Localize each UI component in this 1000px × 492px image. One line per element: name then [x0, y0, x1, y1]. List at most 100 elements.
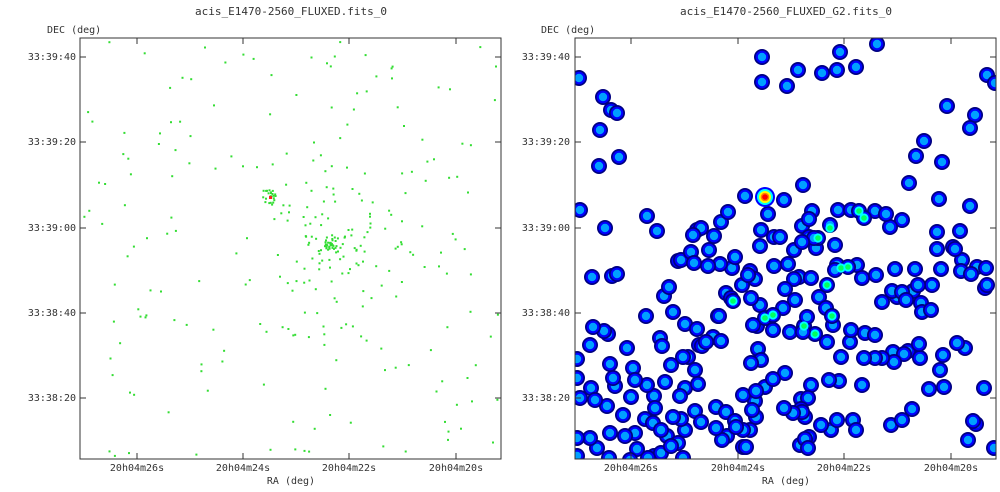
source-blob	[612, 269, 622, 279]
event-pixel	[324, 243, 327, 246]
source-blob	[798, 180, 808, 190]
event-pixel	[390, 213, 393, 216]
event-pixel	[282, 204, 285, 207]
event-pixel	[262, 196, 265, 199]
event-pixel	[349, 421, 352, 424]
source-blob	[602, 401, 612, 411]
event-pixel	[325, 246, 328, 249]
source-blob	[756, 225, 766, 235]
source-blob	[600, 223, 610, 233]
event-pixel	[276, 254, 279, 256]
source-blob	[856, 208, 862, 214]
event-pixel	[268, 202, 271, 205]
event-pixel	[235, 252, 238, 255]
source-blob	[857, 273, 867, 283]
event-pixel	[334, 246, 337, 249]
source-blob	[755, 300, 765, 310]
source-blob	[762, 315, 768, 321]
source-blob	[664, 282, 674, 292]
source-blob	[932, 227, 942, 237]
event-pixel	[324, 245, 326, 248]
event-pixel	[421, 138, 424, 141]
source-blob	[714, 311, 724, 321]
source-blob	[748, 320, 758, 330]
event-pixel	[454, 238, 457, 241]
event-pixel	[109, 357, 112, 360]
event-pixel	[170, 121, 172, 124]
event-pixel	[326, 62, 328, 65]
y-tick-label: 33:39:20	[522, 137, 570, 148]
source-blob	[612, 108, 622, 118]
event-pixel	[269, 113, 272, 116]
event-pixel	[333, 247, 335, 250]
event-pixel	[264, 201, 267, 204]
source-blob	[877, 297, 887, 307]
event-pixel	[339, 137, 342, 140]
source-blob	[704, 245, 714, 255]
source-blob	[652, 226, 662, 236]
event-pixel	[328, 246, 331, 249]
event-pixel	[133, 393, 136, 396]
event-pixel	[248, 279, 251, 282]
source-blob	[817, 68, 827, 78]
source-blob	[832, 65, 842, 75]
event-pixel	[157, 143, 160, 145]
source-blob	[743, 270, 753, 280]
source-blob	[622, 343, 632, 353]
source-blob	[727, 263, 737, 273]
source-blob	[587, 272, 597, 282]
source-blob	[919, 136, 929, 146]
event-pixel	[271, 193, 274, 195]
source-blob	[886, 420, 896, 430]
event-pixel	[334, 200, 337, 203]
y-tick-label: 33:39:40	[28, 52, 76, 63]
event-pixel	[332, 193, 335, 196]
event-pixel	[330, 106, 333, 109]
source-blob	[806, 380, 816, 390]
source-blob	[614, 152, 624, 162]
event-pixel	[242, 165, 244, 168]
source-blob	[575, 373, 582, 383]
event-pixel	[312, 159, 315, 162]
event-pixel	[440, 251, 442, 254]
source-blob	[838, 265, 844, 271]
event-pixel	[400, 241, 403, 244]
event-pixel	[265, 330, 268, 333]
y-tick-label: 33:39:00	[522, 223, 570, 234]
event-pixel	[113, 283, 116, 286]
source-blob	[625, 455, 635, 459]
source-blob	[575, 451, 582, 459]
source-blob	[678, 453, 688, 459]
event-pixel	[310, 189, 313, 192]
event-pixel	[380, 284, 383, 287]
source-blob	[885, 222, 895, 232]
source-blob	[822, 337, 832, 347]
event-pixel	[327, 241, 330, 244]
event-pixel	[336, 237, 339, 240]
source-blob	[851, 62, 861, 72]
source-blob	[763, 209, 773, 219]
source-blob	[660, 377, 670, 387]
event-pixel	[370, 297, 373, 300]
event-pixel	[113, 454, 116, 457]
source-blob	[790, 295, 800, 305]
event-pixel	[321, 259, 324, 262]
event-pixel	[424, 179, 427, 182]
event-pixel	[310, 56, 313, 59]
event-pixel	[143, 52, 146, 55]
source-blob	[730, 252, 740, 262]
source-blob	[982, 280, 992, 290]
source-blob	[904, 178, 914, 188]
source-blob	[952, 338, 962, 348]
event-pixel	[469, 310, 472, 313]
event-pixel	[272, 197, 275, 200]
source-blob	[686, 247, 696, 257]
event-pixel	[362, 260, 364, 263]
source-blob	[846, 325, 856, 335]
event-pixel	[111, 374, 114, 377]
event-pixel	[426, 160, 429, 163]
event-pixel	[174, 149, 177, 152]
source-blob	[779, 403, 789, 413]
event-pixel	[331, 239, 334, 242]
source-blob	[575, 354, 582, 364]
